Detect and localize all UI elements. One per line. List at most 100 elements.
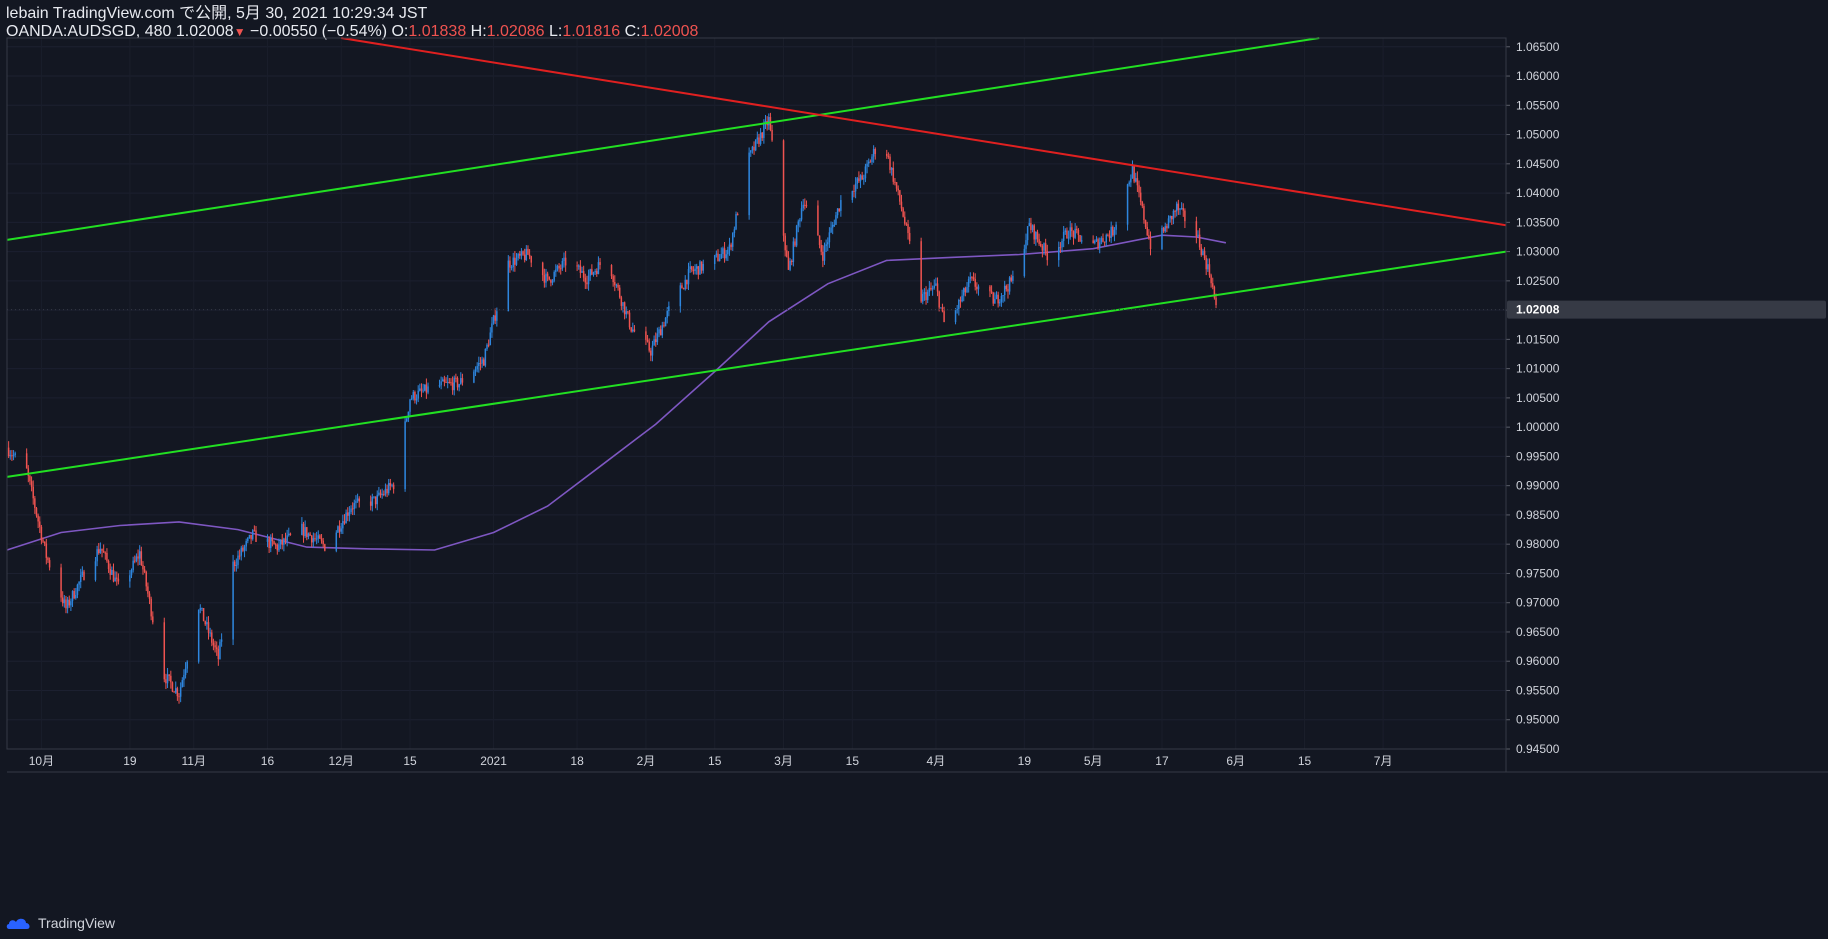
- candle-up[interactable]: [174, 688, 177, 693]
- candle-down[interactable]: [697, 266, 700, 275]
- candle-down[interactable]: [700, 261, 703, 271]
- candle-up[interactable]: [977, 286, 980, 290]
- candle-up[interactable]: [345, 512, 347, 524]
- candle-up[interactable]: [1110, 226, 1112, 238]
- candle-up[interactable]: [410, 398, 413, 400]
- candle-down[interactable]: [1198, 234, 1201, 248]
- candle-up[interactable]: [827, 242, 829, 245]
- candle-down[interactable]: [794, 241, 796, 246]
- candle-up[interactable]: [1113, 229, 1116, 236]
- candle-down[interactable]: [1010, 277, 1012, 281]
- candle-down[interactable]: [692, 269, 695, 271]
- candle-up[interactable]: [496, 311, 498, 321]
- candle-up[interactable]: [1061, 240, 1063, 248]
- candle-up[interactable]: [70, 601, 72, 606]
- candle-down[interactable]: [820, 244, 822, 252]
- candle-up[interactable]: [828, 232, 831, 243]
- candle-up[interactable]: [666, 311, 668, 318]
- candle-up[interactable]: [1074, 228, 1076, 238]
- candle-down[interactable]: [35, 508, 38, 516]
- candle-up[interactable]: [615, 284, 618, 286]
- candle-up[interactable]: [206, 622, 208, 625]
- candle-up[interactable]: [856, 178, 859, 184]
- candle-down[interactable]: [117, 578, 120, 582]
- candle-down[interactable]: [885, 153, 888, 156]
- candle-up[interactable]: [409, 399, 411, 412]
- candle-up[interactable]: [664, 317, 667, 327]
- candle-down[interactable]: [455, 377, 457, 379]
- candle-up[interactable]: [515, 258, 518, 265]
- candle-up[interactable]: [922, 293, 924, 302]
- candle-up[interactable]: [577, 265, 580, 267]
- candle-down[interactable]: [959, 300, 962, 302]
- candle-down[interactable]: [152, 616, 154, 623]
- candle-down[interactable]: [250, 534, 252, 540]
- candle-up[interactable]: [76, 584, 79, 595]
- candle-down[interactable]: [650, 350, 652, 356]
- candle-up[interactable]: [956, 309, 958, 311]
- candle-up[interactable]: [545, 273, 547, 283]
- candle-down[interactable]: [276, 544, 279, 551]
- candle-down[interactable]: [255, 530, 257, 542]
- candle-down[interactable]: [1174, 210, 1176, 212]
- candle-down[interactable]: [1144, 220, 1147, 227]
- candle-up[interactable]: [587, 275, 590, 285]
- candle-down[interactable]: [971, 277, 973, 279]
- candle-down[interactable]: [338, 526, 341, 532]
- candle-up[interactable]: [1026, 226, 1029, 241]
- candle-up[interactable]: [179, 687, 182, 697]
- candle-up[interactable]: [679, 285, 682, 307]
- candle-up[interactable]: [1130, 178, 1132, 183]
- candle-down[interactable]: [1097, 239, 1099, 249]
- candle-up[interactable]: [340, 528, 342, 532]
- candle-up[interactable]: [733, 229, 736, 234]
- candle-up[interactable]: [768, 117, 770, 126]
- candle-up[interactable]: [802, 204, 804, 209]
- candle-up[interactable]: [99, 548, 102, 554]
- candle-up[interactable]: [933, 285, 936, 289]
- candle-down[interactable]: [1044, 243, 1047, 252]
- candle-down[interactable]: [614, 282, 616, 285]
- candle-up[interactable]: [890, 167, 893, 170]
- candle-down[interactable]: [61, 597, 64, 604]
- candle-down[interactable]: [102, 550, 105, 553]
- candle-up[interactable]: [1197, 234, 1199, 237]
- candle-up[interactable]: [315, 538, 318, 540]
- candle-down[interactable]: [630, 327, 632, 332]
- candle-down[interactable]: [1079, 235, 1081, 242]
- candle-down[interactable]: [509, 260, 511, 268]
- candle-up[interactable]: [789, 260, 791, 270]
- candle-up[interactable]: [1098, 242, 1101, 249]
- candle-down[interactable]: [730, 244, 732, 247]
- candle-up[interactable]: [699, 261, 701, 275]
- candle-up[interactable]: [651, 345, 654, 356]
- candle-down[interactable]: [1038, 239, 1040, 244]
- candle-down[interactable]: [736, 214, 739, 216]
- candle-up[interactable]: [512, 257, 514, 268]
- candle-up[interactable]: [301, 523, 303, 535]
- candle-down[interactable]: [1210, 275, 1212, 284]
- candle-up[interactable]: [317, 535, 320, 539]
- candle-up[interactable]: [201, 608, 203, 610]
- candle-up[interactable]: [969, 277, 972, 280]
- candle-down[interactable]: [1138, 185, 1140, 193]
- candle-down[interactable]: [178, 696, 180, 698]
- candle-up[interactable]: [209, 632, 211, 634]
- candle-down[interactable]: [895, 182, 898, 189]
- candle-up[interactable]: [999, 301, 1001, 304]
- candle-up[interactable]: [337, 526, 339, 533]
- candle-up[interactable]: [931, 288, 934, 290]
- candle-up[interactable]: [405, 418, 408, 422]
- candle-down[interactable]: [682, 288, 685, 290]
- candle-down[interactable]: [1162, 227, 1165, 232]
- candle-down[interactable]: [761, 132, 763, 138]
- candle-down[interactable]: [212, 642, 215, 646]
- candle-down[interactable]: [564, 257, 567, 266]
- candle-down[interactable]: [1148, 235, 1150, 239]
- candle-up[interactable]: [713, 255, 716, 264]
- candle-up[interactable]: [270, 538, 272, 548]
- candle-up[interactable]: [373, 496, 375, 498]
- candle-up[interactable]: [556, 265, 559, 270]
- candles-layer[interactable]: [7, 112, 1217, 704]
